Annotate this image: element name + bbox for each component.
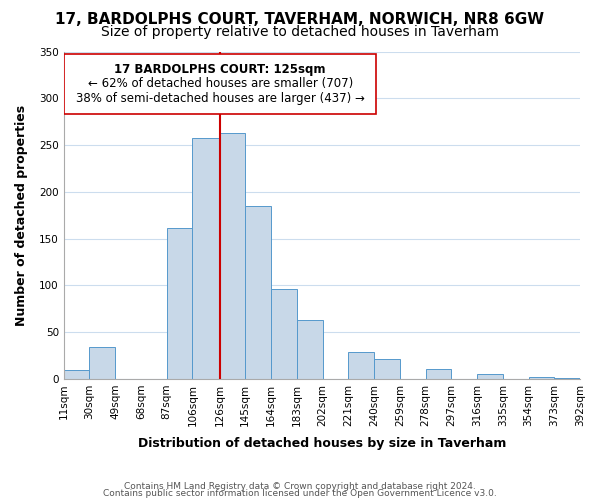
Bar	[193, 138, 220, 379]
Bar	[297, 320, 323, 379]
Bar	[89, 347, 115, 379]
Bar	[529, 377, 554, 379]
Bar	[348, 352, 374, 379]
Text: 38% of semi-detached houses are larger (437) →: 38% of semi-detached houses are larger (…	[76, 92, 365, 105]
Text: ← 62% of detached houses are smaller (707): ← 62% of detached houses are smaller (70…	[88, 77, 353, 90]
Text: 17, BARDOLPHS COURT, TAVERHAM, NORWICH, NR8 6GW: 17, BARDOLPHS COURT, TAVERHAM, NORWICH, …	[55, 12, 545, 28]
Bar	[64, 370, 89, 379]
Bar	[220, 133, 245, 379]
Text: Contains public sector information licensed under the Open Government Licence v3: Contains public sector information licen…	[103, 489, 497, 498]
Text: Contains HM Land Registry data © Crown copyright and database right 2024.: Contains HM Land Registry data © Crown c…	[124, 482, 476, 491]
Text: 17 BARDOLPHS COURT: 125sqm: 17 BARDOLPHS COURT: 125sqm	[115, 63, 326, 76]
Bar	[271, 289, 297, 379]
Bar	[554, 378, 580, 379]
Bar	[167, 228, 193, 379]
Bar	[374, 360, 400, 379]
FancyBboxPatch shape	[64, 54, 376, 114]
Bar	[477, 374, 503, 379]
Bar	[245, 206, 271, 379]
Bar	[425, 368, 451, 379]
Y-axis label: Number of detached properties: Number of detached properties	[15, 104, 28, 326]
X-axis label: Distribution of detached houses by size in Taverham: Distribution of detached houses by size …	[137, 437, 506, 450]
Text: Size of property relative to detached houses in Taverham: Size of property relative to detached ho…	[101, 25, 499, 39]
